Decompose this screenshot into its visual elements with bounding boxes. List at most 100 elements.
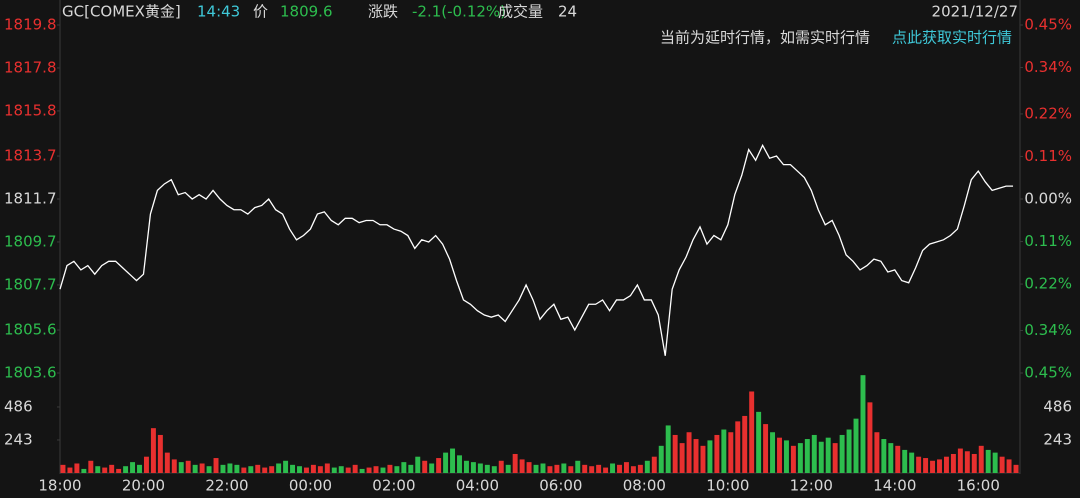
volume-bar [999, 456, 1005, 473]
x-tick-label: 14:00 [873, 477, 916, 495]
volume: 24 [558, 3, 577, 21]
volume-bar [338, 466, 344, 473]
volume-bar [825, 437, 831, 473]
volume-bar [290, 464, 296, 473]
volume-bar [67, 467, 73, 473]
volume-bar [331, 467, 337, 473]
change: -2.1(-0.12%) [412, 3, 506, 21]
x-tick-label: 08:00 [623, 477, 666, 495]
volume-bar [575, 460, 581, 473]
volume-bar [1013, 464, 1019, 473]
volume-bar [373, 466, 379, 473]
volume-bar [693, 439, 699, 473]
volume-bar [853, 418, 859, 473]
volume-bar [867, 402, 873, 473]
volume-bar [797, 443, 803, 473]
volume-bar [248, 466, 254, 473]
volume-bar [310, 464, 316, 473]
volume-bar [971, 453, 977, 473]
volume-bar [137, 464, 142, 473]
y2-tick-label: 0.22% [1024, 104, 1072, 122]
volume-bar [422, 460, 428, 473]
volume-bar [596, 464, 602, 473]
volume-bar [735, 421, 741, 473]
volume-bar [74, 463, 80, 473]
volume-bar [408, 464, 414, 473]
volume-bar [95, 466, 101, 473]
y2-tick-label: 0.11% [1024, 147, 1072, 165]
x-tick-label: 06:00 [539, 477, 582, 495]
x-tick-label: 20:00 [122, 477, 165, 495]
volume-bar [164, 452, 170, 473]
volume-bar [603, 467, 609, 473]
x-tick-label: 00:00 [289, 477, 332, 495]
notice-link[interactable]: 点此获取实时行情 [892, 29, 1012, 47]
y2-tick-label: 0.11% [1024, 232, 1072, 250]
volume-bar [109, 464, 115, 473]
volume-bar [686, 432, 692, 473]
volume-bar [102, 467, 108, 473]
volume-bar [206, 466, 212, 473]
time: 14:43 [197, 3, 240, 21]
volume-bar [978, 445, 984, 473]
notice: 当前为延时行情，如需实时行情 [660, 29, 870, 47]
y-tick-label: 1813.7 [4, 147, 57, 165]
volume-bar [1006, 459, 1012, 473]
volume-bar [547, 466, 553, 473]
volume-bar [860, 375, 866, 473]
volume-bar [665, 425, 671, 473]
volume-bar [554, 464, 560, 473]
volume-bar [568, 466, 574, 473]
volume-bar [763, 424, 769, 473]
volume-bar [81, 468, 87, 473]
volume-bar [909, 452, 915, 473]
volume-bar [651, 456, 657, 473]
y-tick-label: 1803.6 [4, 364, 57, 382]
volume-bar [192, 464, 198, 473]
volume-bar [874, 432, 880, 473]
y-tick-label: 1817.8 [4, 58, 57, 76]
volume-bar [630, 466, 636, 473]
volume-bar [916, 456, 922, 473]
volume-bar [672, 434, 678, 473]
volume-bar [832, 443, 838, 473]
volume-bar [728, 432, 734, 473]
volume-bar [902, 449, 908, 473]
volume-bar [714, 434, 720, 473]
volume-bar [450, 448, 456, 473]
x-tick-label: 02:00 [372, 477, 415, 495]
y-tick-label: 1807.7 [4, 275, 57, 293]
volume-bar [88, 460, 94, 473]
volume-bar [930, 460, 936, 473]
y-tick-label: 1809.7 [4, 232, 57, 250]
volume-bar [790, 445, 796, 473]
volume-bar [985, 449, 991, 473]
volume-bar [130, 462, 136, 473]
volume-bar [637, 464, 643, 473]
volume-bar [937, 459, 942, 473]
x-tick-label: 18:00 [38, 477, 81, 495]
volume-bar [512, 453, 518, 473]
volume-bar [352, 464, 358, 473]
volume-bar [366, 467, 372, 473]
volume-tick-label: 486 [1043, 397, 1072, 415]
volume-bar [895, 445, 901, 473]
volume-tick-label: 243 [1043, 430, 1072, 448]
volume-bar [457, 455, 462, 473]
volume-bar [540, 463, 546, 473]
volume-bar [498, 460, 504, 473]
volume-bar [943, 456, 949, 473]
volume-bar [178, 462, 184, 473]
volume-bar [533, 464, 539, 473]
volume-bar [700, 445, 706, 473]
y2-tick-label: 0.34% [1024, 321, 1072, 339]
volume-bar [582, 464, 588, 473]
volume-bar [658, 445, 664, 473]
y-tick-label: 1805.6 [4, 321, 57, 339]
volume-bar [394, 466, 400, 473]
x-tick-label: 22:00 [205, 477, 248, 495]
volume-label: 成交量 [498, 3, 543, 21]
